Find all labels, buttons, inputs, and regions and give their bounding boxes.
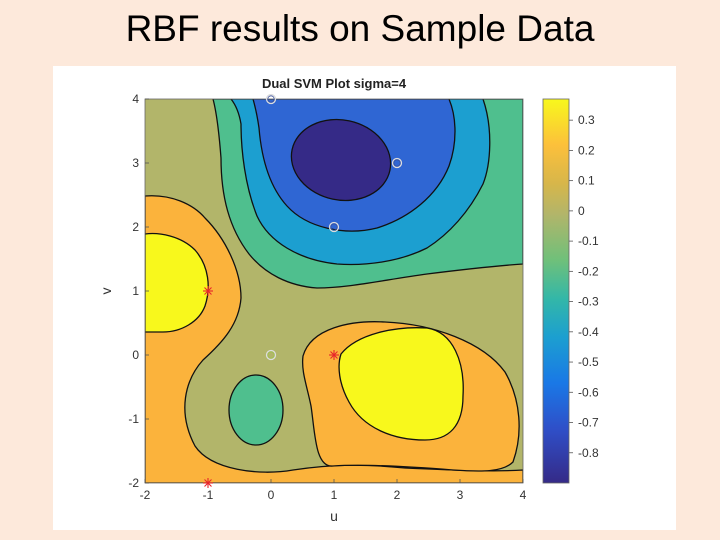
colorbar-tick-label: -0.7 (578, 416, 599, 430)
colorbar-ticks: 0.3 0.2 0.1 0 -0.1 -0.2 -0.3 -0.4 -0.5 -0.6 -0.7 -0… (569, 113, 599, 460)
circle-marker (328, 221, 340, 233)
circle-marker (265, 93, 277, 105)
x-tick-label: 2 (394, 488, 401, 502)
x-tick-label: 4 (520, 488, 527, 502)
x-axis-label: u (330, 508, 338, 524)
y-tick-label: 0 (132, 348, 139, 362)
y-tick-label: 1 (132, 284, 139, 298)
colorbar-tick-label: -0.1 (578, 234, 599, 248)
colorbar-tick-label: 0.3 (578, 113, 595, 127)
colorbar-tick-label: 0 (578, 204, 585, 218)
circle-marker (265, 349, 277, 361)
colorbar: 0.3 0.2 0.1 0 -0.1 -0.2 -0.3 -0.4 -0.5 -0.6 -0.7 -0… (542, 98, 599, 484)
circle-marker-inner (267, 351, 275, 359)
chart-title: Dual SVM Plot sigma=4 (262, 76, 407, 91)
x-axis-ticks: -2 -1 0 1 2 3 4 (140, 479, 527, 502)
contour-level-neg4 (290, 118, 392, 202)
contour-chart: Dual SVM Plot sigma=4 -2 -1 0 1 2 3 4 -2 -1 0 1 2 3… (98, 76, 599, 524)
contour-region-left-peak (145, 232, 209, 333)
y-tick-label: 2 (132, 220, 139, 234)
y-axis-label: v (98, 288, 114, 295)
x-tick-label: 1 (331, 488, 338, 502)
slide-title: RBF results on Sample Data (125, 8, 595, 49)
colorbar-gradient (542, 98, 570, 484)
x-tick-label: 3 (457, 488, 464, 502)
colorbar-tick-label: -0.2 (578, 264, 599, 278)
colorbar-tick-label: -0.6 (578, 385, 599, 399)
contour-region-left-positive (145, 195, 523, 483)
asterisk-marker (203, 286, 213, 296)
y-tick-label: -2 (128, 476, 139, 490)
x-tick-label: -1 (203, 488, 214, 502)
x-tick-label: 0 (268, 488, 275, 502)
support-vector-points (203, 93, 403, 488)
y-tick-label: -1 (128, 412, 139, 426)
circle-marker (391, 157, 403, 169)
colorbar-tick-label: -0.4 (578, 325, 599, 339)
colorbar-tick-label: 0.2 (578, 143, 595, 157)
figure-panel: Dual SVM Plot sigma=4 -2 -1 0 1 2 3 4 -2 -1 0 1 2 3… (53, 66, 676, 530)
circle-marker-inner (267, 95, 275, 103)
colorbar-tick-label: 0.1 (578, 174, 595, 188)
colorbar-tick-label: -0.5 (578, 355, 599, 369)
asterisk-marker (203, 478, 213, 488)
x-tick-label: -2 (140, 488, 151, 502)
contour-region-right-peak (338, 327, 464, 441)
y-tick-label: 4 (132, 92, 139, 106)
colorbar-tick-label: -0.3 (578, 295, 599, 309)
circle-marker-inner (330, 223, 338, 231)
asterisk-marker (329, 350, 339, 360)
colorbar-tick-label: -0.8 (578, 446, 599, 460)
circle-marker-inner (393, 159, 401, 167)
contour-region-small-basin (228, 374, 284, 446)
y-axis-ticks: -2 -1 0 1 2 3 4 (128, 92, 149, 490)
y-tick-label: 3 (132, 156, 139, 170)
